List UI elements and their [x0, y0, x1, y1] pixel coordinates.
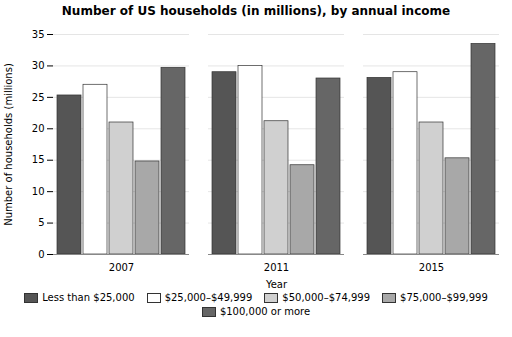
html-text:Number of US households (in mi: Number of US households (in millions), b… [61, 4, 451, 18]
svg-text:Year: Year [265, 279, 288, 290]
svg-text:Number of households (millions: Number of households (millions) [3, 63, 14, 226]
svg-text:2007: 2007 [109, 262, 134, 273]
svg-text:2011: 2011 [264, 262, 289, 273]
svg-text:25: 25 [32, 92, 45, 103]
html-text:$100,000 or more: $100,000 or more [219, 306, 311, 317]
svg-text:35: 35 [32, 29, 45, 40]
svg-text:10: 10 [32, 186, 45, 197]
html-text:$75,000–$99,999: $75,000–$99,999 [400, 292, 488, 303]
svg-text:20: 20 [32, 123, 45, 134]
svg-text:0: 0 [38, 249, 44, 260]
svg-text:2015: 2015 [419, 262, 444, 273]
svg-text:30: 30 [32, 60, 45, 71]
html-text:$50,000–$74,999: $50,000–$74,999 [282, 292, 371, 303]
html-text:Less than $25,000: Less than $25,000 [42, 292, 135, 303]
html-text:$25,000–$49,999: $25,000–$49,999 [164, 292, 253, 303]
svg-text:15: 15 [32, 154, 45, 165]
svg-text:5: 5 [38, 217, 44, 228]
